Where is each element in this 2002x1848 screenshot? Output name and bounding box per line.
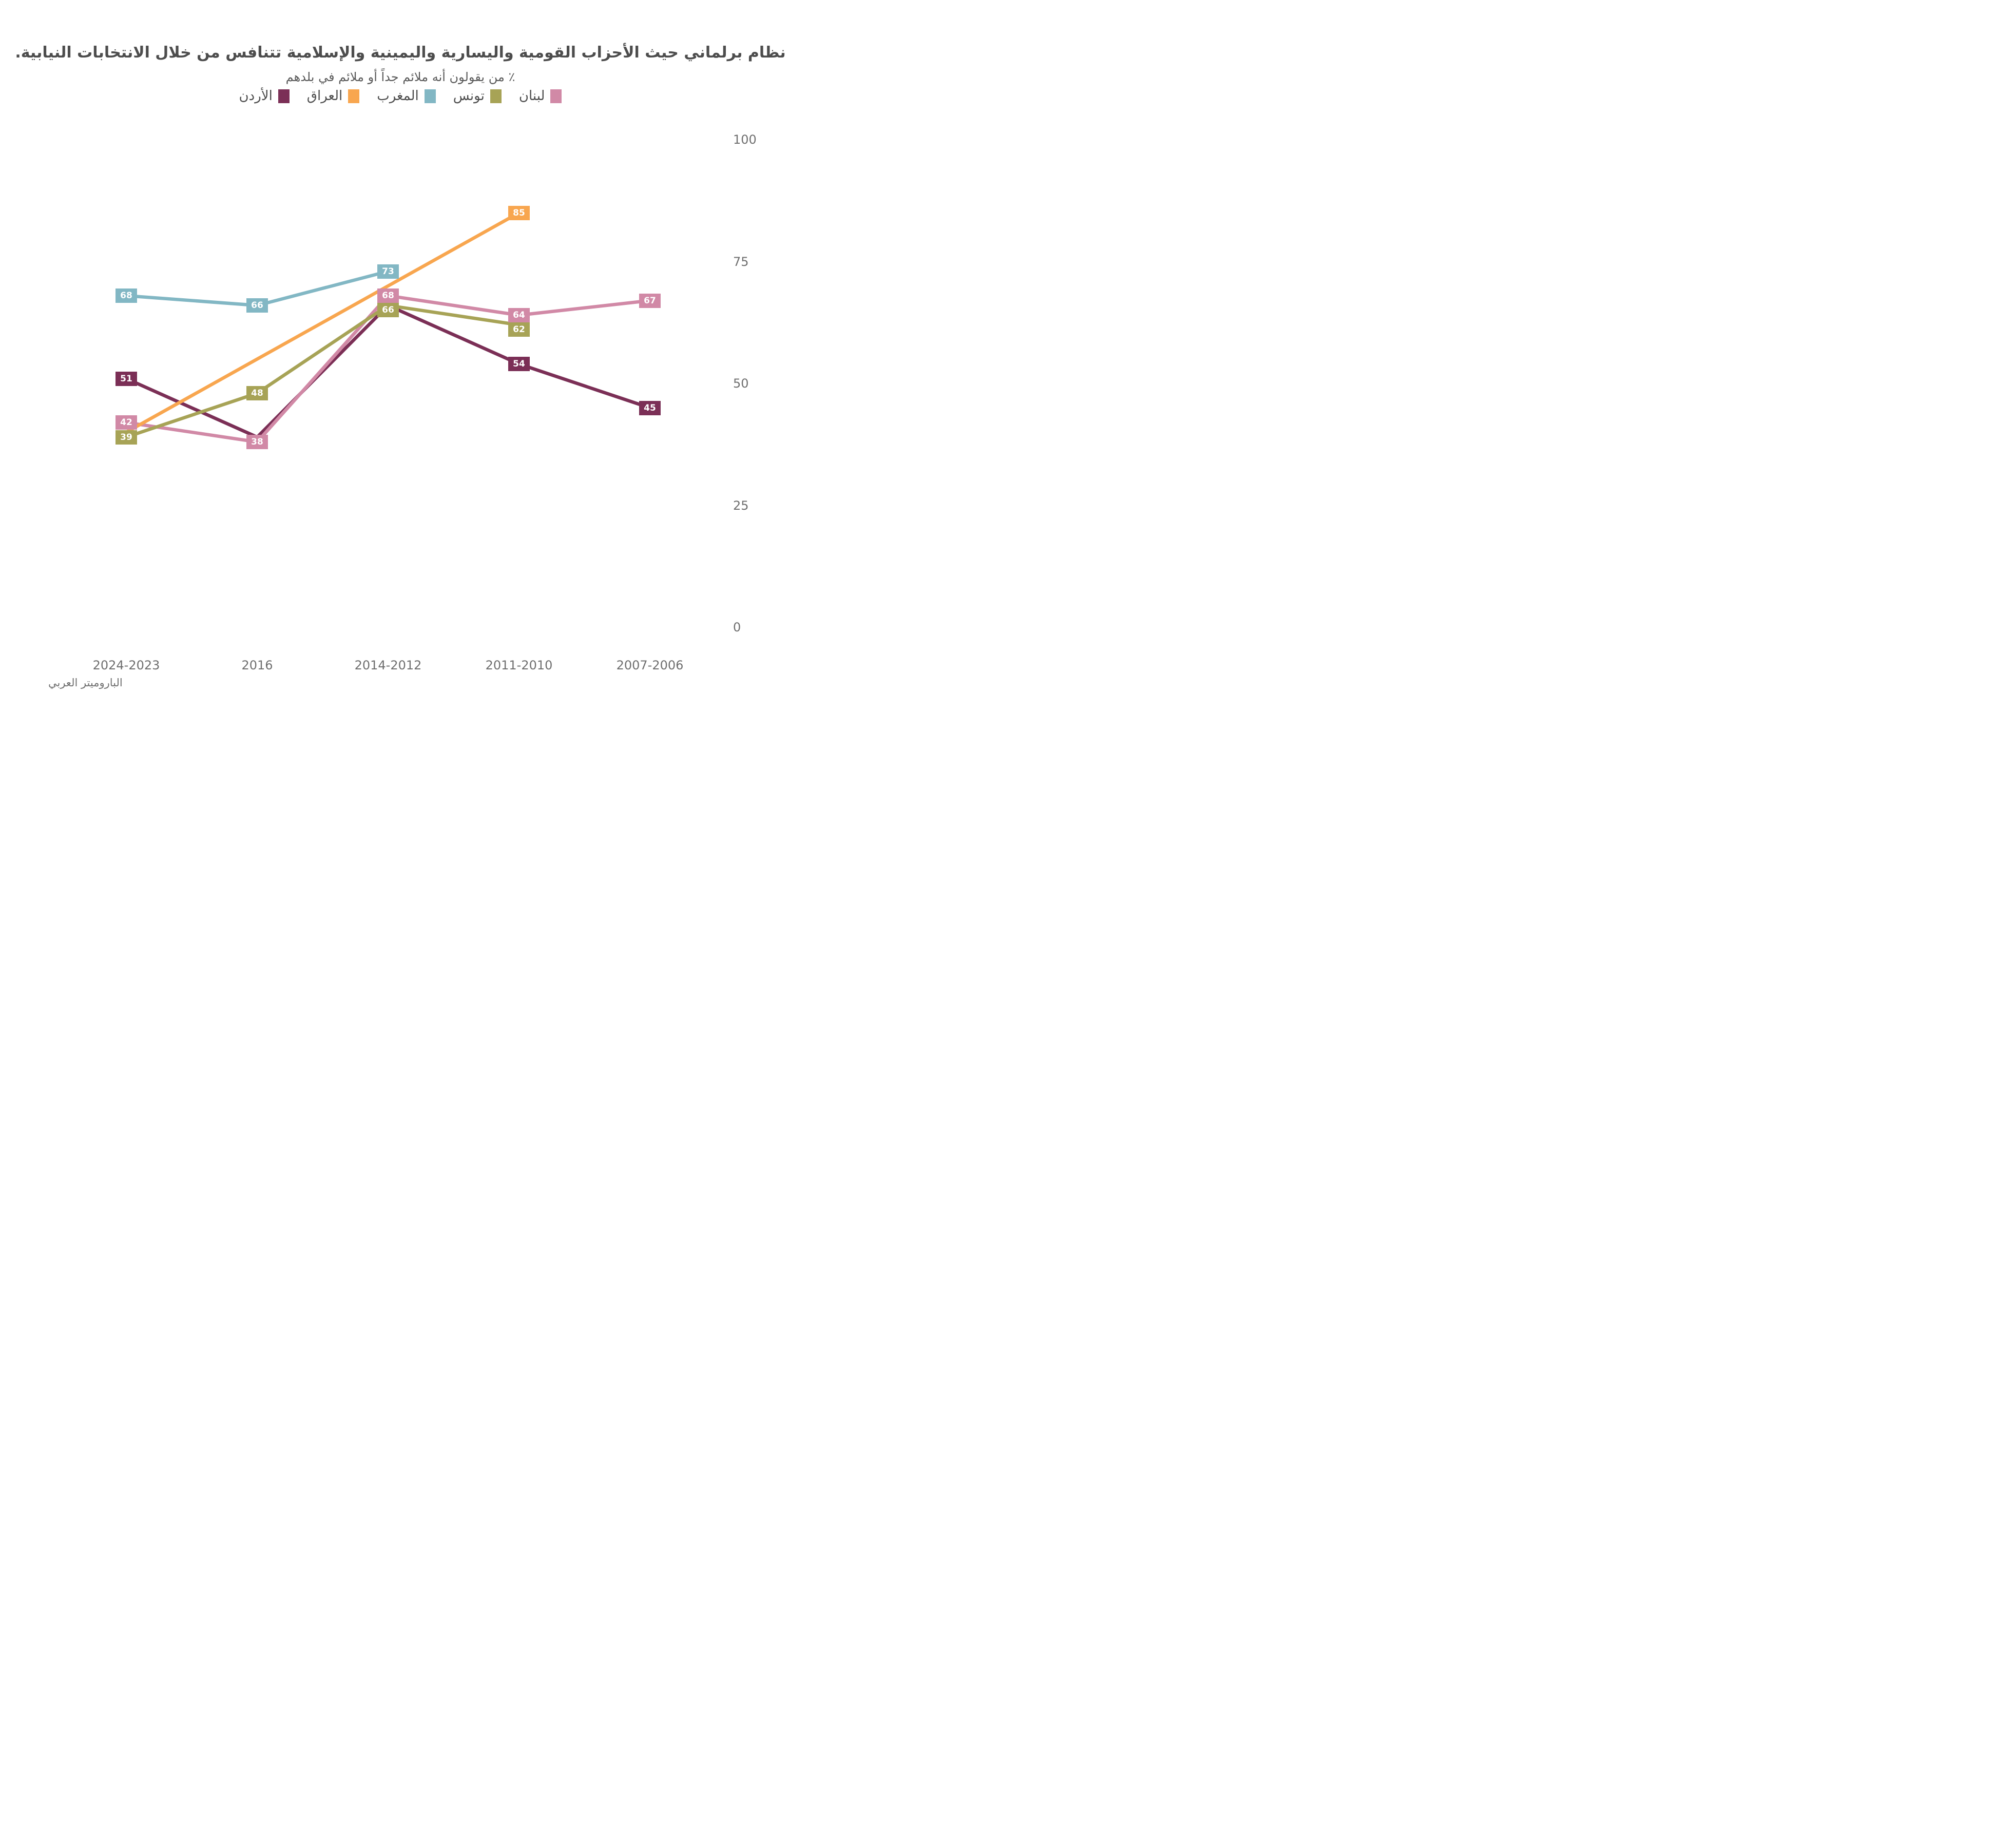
series-line-iraq [125, 211, 520, 434]
point-label-tunisia-2016: 48 [246, 386, 268, 400]
x-tick-label-2011-2010: 2011-2010 [485, 658, 553, 672]
legend-item-jordan: الأردن [239, 88, 290, 104]
source-attribution: الباروميتر العربي [48, 677, 123, 689]
y-tick-label-0: 0 [733, 620, 741, 634]
point-label-morocco-2014-2012: 73 [377, 264, 399, 279]
series-line-lebanon [126, 294, 650, 444]
chart-subtitle: ٪ من يقولون أنه ملائم جداً أو ملائم في ب… [285, 70, 515, 84]
y-tick-label-100: 100 [733, 132, 757, 147]
y-tick-label-50: 50 [733, 376, 749, 391]
legend-swatch-lebanon-icon [550, 89, 562, 103]
x-tick-label-2014-2012: 2014-2012 [354, 658, 422, 672]
point-label-iraq-2011-2010: 85 [508, 205, 530, 220]
point-label-lebanon-2011-2010: 64 [508, 308, 530, 322]
point-label-lebanon-2007-2006: 67 [639, 293, 661, 308]
y-tick-label-25: 25 [733, 498, 749, 513]
series-lines-svg [125, 211, 651, 444]
legend-label-tunisia: تونس [453, 88, 485, 104]
point-label-lebanon-2016: 38 [246, 435, 268, 449]
legend-swatch-jordan-icon [278, 89, 290, 103]
point-label-lebanon-2014-2012: 68 [377, 288, 399, 303]
chart-figure: نظام برلماني حيث الأحزاب القومية واليسار… [0, 0, 801, 739]
plot-area: 42 38 68 64 67 39 48 66 62 68 66 73 85 51 54 45 2024-202… [0, 0, 801, 739]
chart-legend: لبنان تونس المغرب العراق الأردن [0, 88, 801, 104]
legend-label-morocco: المغرب [377, 88, 419, 104]
point-label-tunisia-2014-2012: 66 [377, 303, 399, 317]
legend-item-tunisia: تونس [453, 88, 502, 104]
legend-label-lebanon: لبنان [518, 88, 545, 104]
point-label-tunisia-2024-2023: 39 [116, 430, 137, 445]
point-label-morocco-2016: 66 [246, 298, 268, 313]
point-label-morocco-2024-2023: 68 [116, 288, 137, 303]
legend-swatch-tunisia-icon [490, 89, 502, 103]
series-line-jordan [125, 303, 651, 439]
legend-label-jordan: الأردن [239, 88, 273, 104]
point-label-tunisia-2011-2010: 62 [508, 322, 530, 337]
x-tick-label-2007-2006: 2007-2006 [616, 658, 684, 672]
chart-title: نظام برلماني حيث الأحزاب القومية واليسار… [15, 44, 786, 62]
legend-item-iraq: العراق [306, 88, 360, 104]
legend-item-morocco: المغرب [377, 88, 436, 104]
series-line-tunisia [125, 303, 519, 439]
point-label-jordan-2007-2006: 45 [639, 400, 661, 415]
legend-swatch-morocco-icon [424, 89, 436, 103]
legend-swatch-iraq-icon [348, 89, 360, 103]
legend-item-lebanon: لبنان [519, 88, 562, 104]
point-label-lebanon-2024-2023: 42 [116, 415, 137, 430]
x-tick-label-2024-2023: 2024-2023 [92, 658, 160, 672]
x-tick-label-2016: 2016 [241, 658, 273, 672]
y-tick-label-75: 75 [733, 254, 749, 269]
point-label-jordan-2011-2010: 54 [508, 357, 530, 371]
point-label-jordan-2024-2023: 51 [116, 371, 137, 386]
legend-label-iraq: العراق [306, 88, 343, 104]
